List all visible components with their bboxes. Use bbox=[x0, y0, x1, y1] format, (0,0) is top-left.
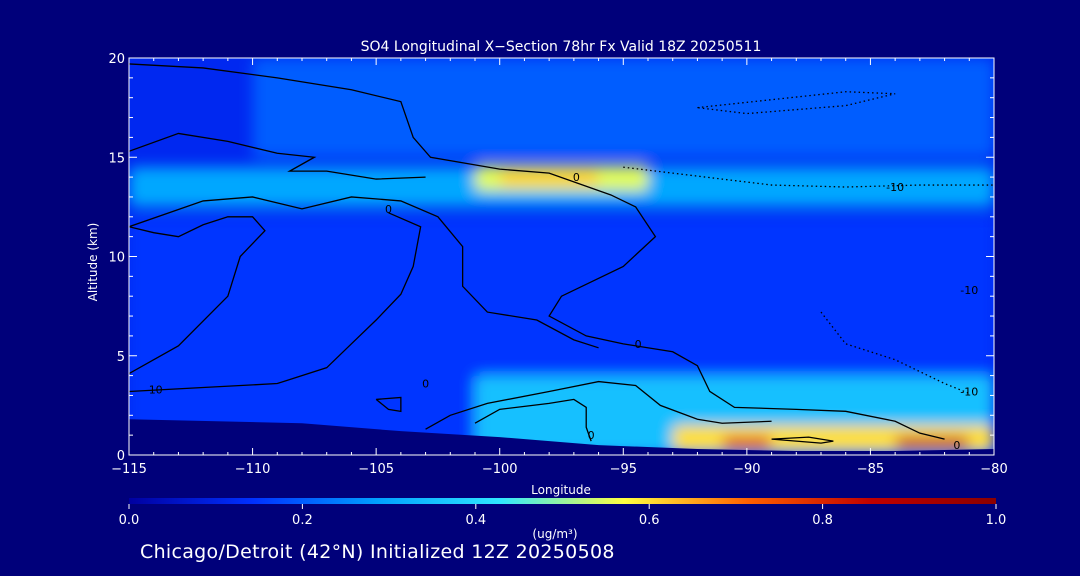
colorbar-tick-label: 0.0 bbox=[119, 513, 140, 528]
contour-lines bbox=[129, 63, 994, 444]
concentration-region bbox=[722, 437, 772, 450]
y-axis: 0 5 10 15 20 bbox=[108, 52, 994, 464]
x-tick-label: −110 bbox=[235, 462, 271, 477]
colorbar-tick-label: 0.8 bbox=[812, 513, 833, 528]
contour-line bbox=[129, 212, 422, 393]
plot-area: 0 0 0 0 -10 0 -10 -10 -10 0 bbox=[129, 58, 994, 455]
contour-labels: 0 0 0 0 -10 0 -10 -10 -10 0 bbox=[145, 171, 979, 452]
y-tick-label: 20 bbox=[108, 52, 125, 67]
y-tick-label: 5 bbox=[117, 350, 125, 365]
x-tick-label: −105 bbox=[358, 462, 394, 477]
contour-line bbox=[425, 380, 772, 430]
colorbar: 0.0 0.2 0.4 0.6 0.8 1.0 (ug/m³) bbox=[119, 498, 1007, 541]
contour-line bbox=[771, 436, 834, 444]
contour-label: -10 bbox=[960, 284, 978, 297]
y-tick-label: 15 bbox=[108, 151, 125, 166]
contour-label: -10 bbox=[960, 385, 978, 398]
colorbar-gradient bbox=[129, 498, 996, 504]
y-tick-label: 0 bbox=[117, 449, 125, 464]
contour-line bbox=[129, 196, 599, 349]
y-axis-label: Altitude (km) bbox=[86, 223, 100, 302]
contour-label: 0 bbox=[635, 338, 642, 351]
contour-line-dotted bbox=[697, 91, 896, 115]
chart-title: SO4 Longitudinal X−Section 78hr Fx Valid… bbox=[361, 39, 762, 55]
contour-label: -10 bbox=[145, 383, 163, 396]
contour-label: -10 bbox=[886, 181, 904, 194]
contour-label: 0 bbox=[422, 378, 429, 391]
x-axis: −115 −110 −105 −100 −95 −90 −85 −80 bbox=[111, 58, 1008, 477]
x-tick-label: −100 bbox=[482, 462, 518, 477]
x-tick-label: −85 bbox=[857, 462, 884, 477]
contour-label: 0 bbox=[573, 171, 580, 184]
colorbar-ticks: 0.0 0.2 0.4 0.6 0.8 1.0 bbox=[119, 504, 1007, 528]
contour-line bbox=[375, 396, 402, 413]
x-axis-label: Longitude bbox=[531, 483, 591, 497]
contour-line bbox=[129, 216, 266, 375]
contour-label: 0 bbox=[588, 429, 595, 442]
contour-label: 0 bbox=[385, 203, 392, 216]
x-tick-label: −115 bbox=[111, 462, 147, 477]
x-tick-label: −95 bbox=[610, 462, 637, 477]
colorbar-tick-label: 1.0 bbox=[986, 513, 1007, 528]
concentration-fill bbox=[129, 58, 994, 455]
contour-line-dotted bbox=[623, 166, 994, 188]
colorbar-tick-label: 0.2 bbox=[292, 513, 313, 528]
contour-label: 0 bbox=[953, 439, 960, 452]
concentration-region bbox=[252, 58, 994, 158]
colorbar-tick-label: 0.6 bbox=[639, 513, 660, 528]
y-tick-label: 10 bbox=[108, 251, 125, 266]
colorbar-tick-label: 0.4 bbox=[465, 513, 486, 528]
contour-line bbox=[474, 398, 592, 442]
x-tick-label: −80 bbox=[980, 462, 1007, 477]
contour-line bbox=[129, 132, 426, 180]
colorbar-unit: (ug/m³) bbox=[532, 527, 577, 541]
footer-caption: Chicago/Detroit (42°N) Initialized 12Z 2… bbox=[140, 541, 615, 563]
concentration-region bbox=[895, 437, 970, 450]
contour-line bbox=[129, 63, 945, 440]
terrain-mask bbox=[129, 419, 994, 455]
x-tick-label: −90 bbox=[733, 462, 760, 477]
